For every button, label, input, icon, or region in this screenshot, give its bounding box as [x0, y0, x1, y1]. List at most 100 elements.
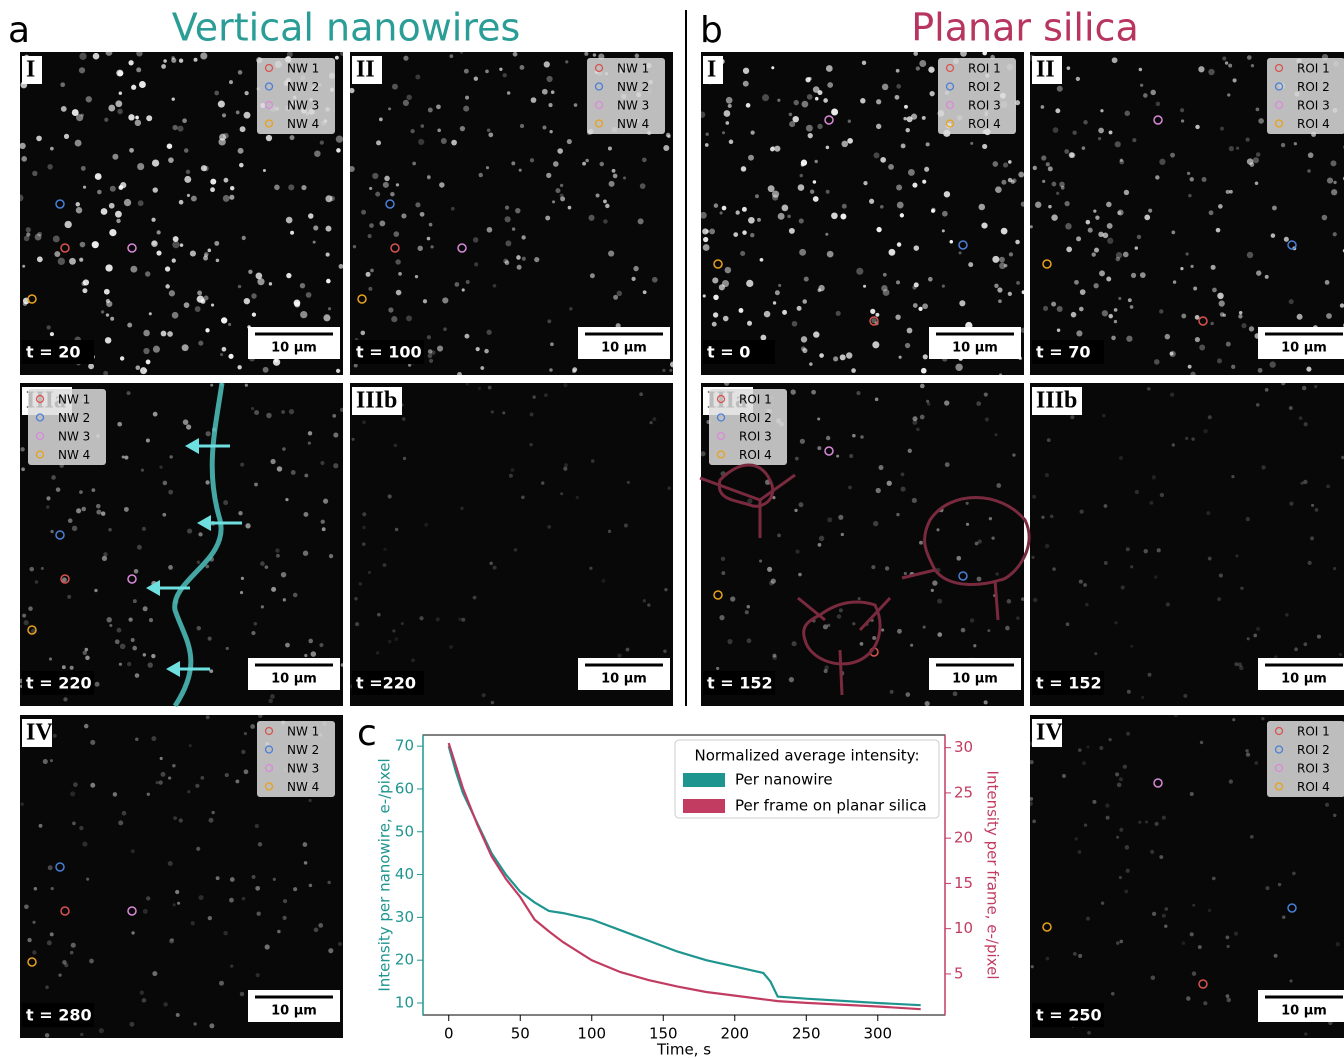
speckle	[622, 176, 627, 180]
speckle	[415, 202, 421, 208]
speckle	[968, 262, 974, 268]
speckle	[1321, 214, 1328, 221]
speckle	[1261, 465, 1266, 470]
speckle	[1225, 189, 1230, 194]
speckle	[45, 505, 50, 509]
legend-label: ROI 3	[968, 99, 1001, 113]
speckle	[200, 165, 207, 172]
speckle	[880, 204, 884, 209]
speckle	[155, 780, 159, 785]
speckle	[403, 55, 409, 61]
speckle	[325, 225, 332, 232]
speckle	[771, 66, 775, 70]
speckle	[592, 53, 597, 57]
speckle	[108, 202, 115, 209]
speckle	[272, 358, 281, 366]
speckle	[713, 203, 719, 208]
speckle	[328, 554, 334, 559]
speckle	[211, 810, 215, 815]
speckle	[1077, 850, 1082, 854]
speckle	[367, 570, 372, 575]
roi-marker	[357, 294, 367, 304]
speckle	[488, 132, 494, 138]
speckle	[1245, 137, 1250, 142]
speckle	[881, 628, 885, 632]
speckle	[905, 128, 910, 133]
speckle	[1232, 78, 1237, 83]
speckle	[240, 576, 245, 580]
speckle	[771, 145, 775, 150]
speckle	[1151, 475, 1157, 480]
speckle	[80, 1032, 84, 1037]
speckle	[81, 506, 87, 512]
speckle	[759, 559, 763, 563]
y-tick-label: 10	[395, 994, 414, 1012]
speckle	[1296, 313, 1303, 320]
speckle	[135, 115, 139, 120]
speckle	[841, 203, 847, 209]
speckle	[1114, 621, 1118, 625]
speckle	[354, 597, 358, 601]
speckle	[1007, 177, 1013, 183]
speckle	[1051, 181, 1057, 187]
speckle	[112, 153, 119, 160]
speckle	[922, 625, 926, 629]
speckle	[1046, 438, 1051, 443]
speckle	[25, 227, 31, 233]
speckle	[1056, 306, 1063, 313]
speckle	[338, 263, 343, 269]
speckle	[994, 433, 998, 437]
speckle	[669, 368, 673, 372]
speckle	[822, 624, 828, 630]
speckle	[100, 208, 108, 215]
speckle	[920, 367, 927, 374]
roi-marker	[1042, 259, 1052, 269]
speckle	[825, 232, 829, 236]
speckle	[1161, 815, 1166, 820]
speckle	[323, 314, 331, 322]
speckle	[1207, 908, 1212, 913]
speckle	[983, 392, 988, 397]
speckle	[720, 556, 726, 561]
speckle	[992, 255, 1000, 263]
speckle	[26, 232, 31, 237]
speckle	[530, 97, 537, 103]
speckle	[195, 783, 200, 788]
speckle	[301, 185, 307, 191]
speckle	[713, 294, 719, 301]
speckle	[563, 383, 568, 388]
speckle	[81, 281, 87, 286]
speckle	[303, 861, 308, 865]
roi-marker	[127, 906, 137, 916]
legend-marker	[35, 394, 45, 404]
speckle	[712, 277, 719, 284]
speckle	[1210, 264, 1216, 270]
speckle	[727, 639, 733, 645]
speckle	[1294, 647, 1299, 652]
speckle	[229, 897, 234, 903]
speckle	[755, 194, 759, 199]
time-box	[1032, 671, 1104, 695]
speckle	[1187, 364, 1192, 369]
speckle	[1195, 124, 1200, 130]
speckle	[564, 463, 568, 468]
speckle	[1127, 298, 1132, 303]
speckle	[492, 565, 497, 570]
speckle	[1144, 820, 1149, 824]
speckle	[97, 189, 102, 195]
speckle	[203, 295, 209, 301]
speckle	[248, 269, 253, 274]
speckle	[461, 617, 466, 622]
speckle	[987, 629, 991, 633]
roi-marker	[390, 243, 400, 253]
speckle	[793, 99, 799, 106]
speckle	[807, 133, 813, 139]
speckle	[984, 417, 990, 422]
speckle	[451, 139, 457, 146]
speckle	[198, 340, 204, 346]
speckle	[1106, 276, 1112, 282]
speckle	[1159, 158, 1166, 165]
speckle	[931, 207, 936, 213]
speckle	[896, 280, 901, 285]
speckle	[319, 642, 324, 648]
